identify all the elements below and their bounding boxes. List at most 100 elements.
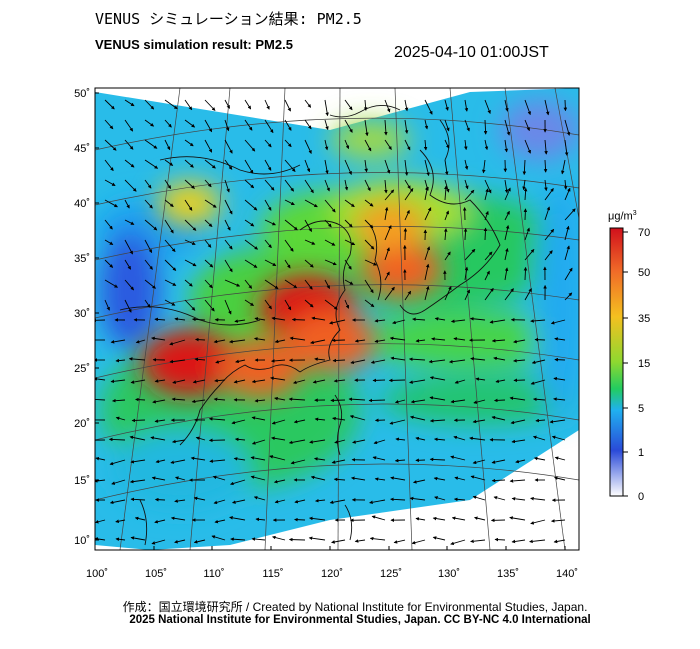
wind-vector (384, 189, 395, 201)
wind-vector (464, 119, 470, 132)
wind-vector (424, 246, 431, 261)
wind-vector (495, 379, 506, 383)
wind-vector (384, 119, 388, 136)
wind-vector (264, 159, 272, 171)
wind-vector (184, 179, 195, 189)
colorbar-label: 0 (638, 491, 644, 503)
wind-vector (469, 436, 486, 441)
wind-vector (504, 288, 514, 301)
wind-vector (254, 317, 266, 321)
pollution-hotspot (141, 330, 238, 396)
wind-vector (184, 259, 197, 267)
wind-vector (229, 516, 246, 521)
wind-vector (533, 456, 546, 461)
wind-vector (384, 225, 392, 241)
wind-vector (389, 336, 406, 341)
wind-vector (530, 379, 546, 385)
wind-vector (388, 378, 406, 383)
wind-vector (450, 319, 466, 324)
wind-vector (104, 219, 113, 230)
wind-vector (354, 339, 366, 343)
wind-vector (184, 119, 196, 128)
wind-vector (164, 299, 176, 306)
wind-vector (531, 359, 546, 365)
wind-vector (564, 187, 571, 201)
wind-vector (344, 99, 353, 111)
wind-vector (284, 299, 292, 311)
wind-vector (484, 270, 490, 281)
wind-vector (274, 339, 286, 344)
wind-vector (450, 539, 466, 546)
wind-vector (330, 398, 346, 403)
wind-vector (144, 119, 155, 127)
wind-vector (294, 517, 306, 522)
wind-vector (224, 139, 233, 154)
wind-vector (104, 179, 116, 186)
wind-vector (354, 539, 366, 543)
wind-vector (244, 159, 254, 174)
wind-vector (390, 497, 406, 502)
wind-vector (144, 99, 155, 110)
wind-vector (109, 459, 126, 466)
wind-vector (244, 139, 256, 152)
wind-vector (551, 435, 566, 441)
wind-vector (544, 179, 548, 192)
wind-vector (454, 379, 466, 384)
wind-vector (104, 199, 118, 208)
wind-vector (111, 479, 126, 485)
wind-vector (152, 399, 166, 404)
longitude-tick-labels: 100˚ 105˚ 110˚ 115˚ 120˚ 125˚ 130˚ 135˚ 140˚ (86, 546, 578, 580)
wind-vector (410, 415, 426, 421)
lon-tick-label: 110˚ (203, 568, 224, 580)
wind-vector (431, 337, 446, 341)
wind-vector (561, 159, 566, 175)
wind-vector (108, 437, 126, 442)
wind-vector (250, 456, 266, 461)
wind-vector (370, 359, 386, 364)
wind-vector (464, 159, 469, 170)
wind-vector (524, 99, 531, 116)
colorbar-scale (609, 227, 624, 497)
wind-vector (124, 299, 132, 313)
wind-vector (224, 279, 241, 287)
lon-tick-label: 140˚ (556, 568, 578, 580)
wind-vector (493, 356, 506, 361)
lat-tick-label: 30˚ (74, 308, 90, 320)
wind-vector (164, 139, 171, 151)
wind-vector (224, 259, 233, 273)
lat-tick-label: 45˚ (74, 143, 90, 155)
wind-vector (169, 339, 186, 346)
wind-vector (529, 539, 546, 544)
wind-vector (509, 479, 526, 483)
wind-vector (371, 515, 386, 521)
wind-vector (344, 219, 353, 228)
wind-vector (504, 119, 511, 136)
wind-vector (95, 399, 106, 401)
wind-vector (368, 398, 386, 403)
wind-vector (350, 359, 366, 365)
wind-vector (104, 299, 110, 311)
wind-vector (304, 179, 314, 194)
wind-vector (129, 479, 146, 484)
lat-tick-label: 40˚ (74, 198, 90, 210)
wind-vector (130, 379, 146, 384)
wind-vector (231, 419, 246, 425)
wind-vector (290, 459, 306, 465)
wind-vector (130, 497, 146, 502)
wind-vector (444, 210, 450, 221)
wind-vector (530, 496, 546, 501)
wind-vector (464, 99, 469, 112)
wind-vector (333, 379, 346, 383)
wind-vector (288, 439, 306, 445)
wind-vector (131, 418, 146, 423)
wind-vector (284, 159, 296, 172)
wind-vector (491, 459, 506, 464)
wind-vector (392, 319, 406, 325)
wind-vector (504, 225, 510, 241)
wind-vector (184, 279, 193, 287)
wind-vector (244, 259, 258, 268)
wind-vector (151, 539, 166, 545)
wind-vector (264, 259, 277, 266)
wind-vector (144, 139, 158, 149)
wind-vector (564, 139, 569, 156)
